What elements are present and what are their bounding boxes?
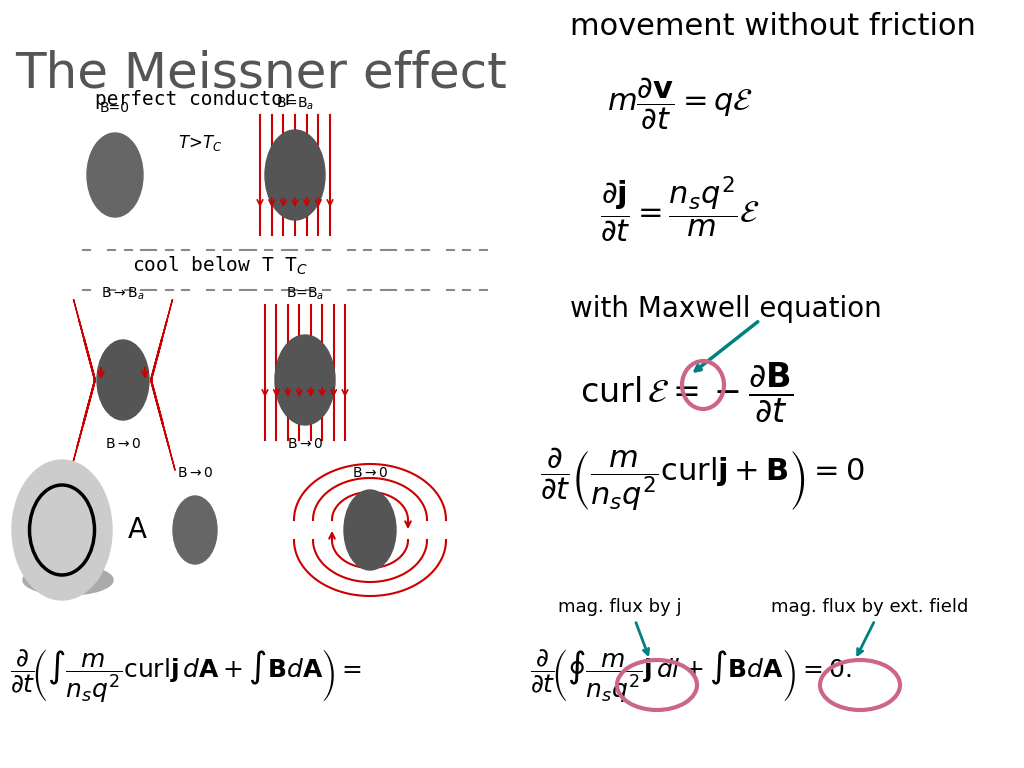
Text: mag. flux by j: mag. flux by j — [558, 598, 682, 616]
Text: A: A — [128, 516, 147, 544]
Ellipse shape — [265, 130, 325, 220]
Text: B=0: B=0 — [100, 101, 130, 115]
Text: B$\rightarrow$0: B$\rightarrow$0 — [104, 437, 141, 451]
Ellipse shape — [173, 496, 217, 564]
Ellipse shape — [275, 335, 335, 425]
Text: $\mathrm{curl}\,\mathcal{E} = -\dfrac{\partial\mathbf{B}}{\partial t}$: $\mathrm{curl}\,\mathcal{E} = -\dfrac{\p… — [580, 360, 793, 423]
Text: B=B$_a$: B=B$_a$ — [275, 96, 314, 112]
Text: $\dfrac{\partial}{\partial t}\left(\dfrac{m}{n_s q^2}\mathrm{curl}\mathbf{j} + \: $\dfrac{\partial}{\partial t}\left(\dfra… — [540, 445, 864, 513]
Text: $m\dfrac{\partial\mathbf{v}}{\partial t} = q\mathcal{E}$: $m\dfrac{\partial\mathbf{v}}{\partial t}… — [607, 75, 753, 131]
Ellipse shape — [12, 460, 112, 600]
Text: movement without friction: movement without friction — [570, 12, 976, 41]
Text: $\dfrac{\partial}{\partial t}\!\left(\oint \dfrac{m}{n_s q^2}\mathbf{j}\,dl + \i: $\dfrac{\partial}{\partial t}\!\left(\oi… — [530, 648, 852, 705]
Text: B$\rightarrow$B$_a$: B$\rightarrow$B$_a$ — [101, 286, 144, 303]
Text: $\dfrac{\partial}{\partial t}\!\left(\int \dfrac{m}{n_s q^2}\mathrm{curl}\mathbf: $\dfrac{\partial}{\partial t}\!\left(\in… — [10, 648, 362, 705]
Text: T>T$_C$: T>T$_C$ — [178, 133, 222, 153]
Ellipse shape — [344, 490, 396, 570]
Text: B$\rightarrow$0: B$\rightarrow$0 — [177, 466, 213, 480]
Text: mag. flux by ext. field: mag. flux by ext. field — [771, 598, 969, 616]
Ellipse shape — [97, 340, 150, 420]
Text: perfect conductor: perfect conductor — [95, 90, 295, 109]
Text: B$\rightarrow$0: B$\rightarrow$0 — [287, 437, 324, 451]
Text: $\dfrac{\partial\mathbf{j}}{\partial t} = \dfrac{n_s q^2}{m}\mathcal{E}$: $\dfrac{\partial\mathbf{j}}{\partial t} … — [600, 175, 760, 245]
Text: The Meissner effect: The Meissner effect — [15, 50, 507, 98]
Text: B=B$_a$: B=B$_a$ — [286, 286, 324, 303]
Text: with Maxwell equation: with Maxwell equation — [570, 295, 882, 323]
Text: B$\rightarrow$0: B$\rightarrow$0 — [352, 466, 388, 480]
Text: cool below T T$_C$: cool below T T$_C$ — [132, 255, 308, 277]
Ellipse shape — [23, 565, 113, 595]
Ellipse shape — [87, 133, 143, 217]
